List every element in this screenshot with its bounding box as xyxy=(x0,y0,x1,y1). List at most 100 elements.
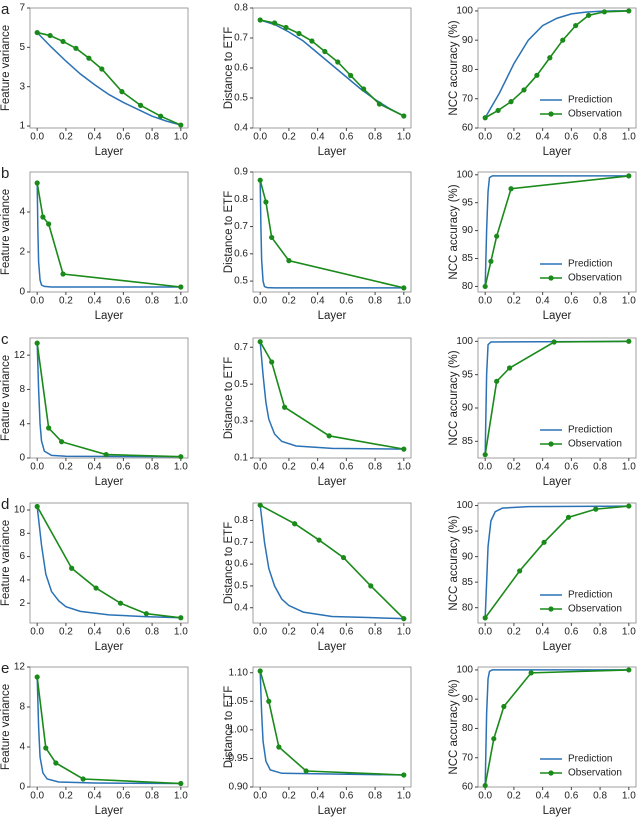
prediction-line xyxy=(36,676,181,785)
observation-point xyxy=(565,514,572,520)
legend-label: Prediction xyxy=(568,590,612,601)
y-tick-label: 70 xyxy=(462,93,474,104)
observation-point xyxy=(283,24,289,31)
observation-point xyxy=(69,565,75,571)
observation-point xyxy=(80,776,86,782)
observation-point xyxy=(626,173,632,179)
observation-point xyxy=(178,122,184,128)
x-tick-label: 0.0 xyxy=(30,296,44,307)
x-tick-label: 1.0 xyxy=(397,462,411,473)
y-tick-label: 0.8 xyxy=(234,515,248,526)
prediction-line xyxy=(259,180,404,289)
observation-point xyxy=(86,55,92,61)
observation-line xyxy=(36,676,181,785)
x-tick-label: 0.0 xyxy=(253,296,267,307)
y-axis-label: NCC accuracy (%) xyxy=(448,679,460,774)
y-axis-label: Feature variance xyxy=(0,520,12,606)
x-tick-label: 0.2 xyxy=(282,791,296,802)
x-tick-label: 0.6 xyxy=(116,791,130,802)
observation-point xyxy=(340,554,347,561)
observation-point xyxy=(541,539,547,545)
observation-point xyxy=(361,86,367,92)
observation-line xyxy=(484,175,629,287)
y-axis-label: Feature variance xyxy=(0,189,12,275)
x-tick-label: 0.0 xyxy=(478,627,492,638)
y-tick-label: 70 xyxy=(462,752,474,763)
x-tick-label: 0.4 xyxy=(536,791,550,802)
x-axis-label: Layer xyxy=(543,146,572,158)
x-axis-label: Layer xyxy=(318,641,347,653)
y-tick-label: 3 xyxy=(19,81,25,92)
x-axis-label: Layer xyxy=(543,476,572,488)
legend-marker xyxy=(548,441,554,447)
observation-point xyxy=(257,177,263,183)
x-tick-label: 0.0 xyxy=(30,627,44,638)
legend-label: Prediction xyxy=(568,425,612,436)
x-tick-label: 0.6 xyxy=(564,462,578,473)
y-tick-label: 80 xyxy=(462,602,474,613)
y-axis-label: Feature variance xyxy=(0,684,12,770)
observation-point xyxy=(143,611,149,617)
plot-frame xyxy=(477,7,637,129)
observation-point xyxy=(573,22,579,29)
y-tick-label: 80 xyxy=(462,64,474,75)
observation-point xyxy=(99,66,105,72)
x-tick-label: 0.0 xyxy=(253,791,267,802)
y-tick-label: 2 xyxy=(19,598,25,609)
prediction-line xyxy=(484,340,629,455)
observation-point xyxy=(560,37,566,43)
y-tick-label: 100 xyxy=(456,336,473,347)
observation-point xyxy=(482,615,488,621)
observation-point xyxy=(482,115,488,121)
x-tick-label: 0.2 xyxy=(59,791,73,802)
x-tick-label: 0.8 xyxy=(368,627,382,638)
observation-point xyxy=(482,283,488,290)
x-tick-label: 0.0 xyxy=(478,791,492,802)
y-tick-label: 80 xyxy=(462,723,474,734)
legend-marker xyxy=(548,275,554,281)
y-tick-label: 100 xyxy=(456,500,473,511)
y-tick-label: 0.5 xyxy=(234,93,248,104)
y-tick-label: 10 xyxy=(14,505,26,516)
y-tick-label: 95 xyxy=(462,369,474,380)
x-tick-label: 0.8 xyxy=(593,462,607,473)
y-tick-label: 0.5 xyxy=(234,581,248,592)
x-axis-label: Layer xyxy=(95,641,124,653)
prediction-line xyxy=(36,182,181,288)
x-tick-label: 0.8 xyxy=(145,296,159,307)
x-tick-label: 0.0 xyxy=(253,627,267,638)
x-tick-label: 1.0 xyxy=(174,132,188,143)
observation-point xyxy=(158,113,164,119)
x-tick-label: 0.2 xyxy=(282,627,296,638)
legend-label: Observation xyxy=(568,273,622,284)
legend-label: Observation xyxy=(568,768,622,779)
y-tick-label: 100 xyxy=(456,6,473,17)
observation-point xyxy=(322,48,328,55)
panel-label: b xyxy=(1,165,9,182)
observation-point xyxy=(316,537,322,543)
observation-point xyxy=(73,45,79,51)
observation-line xyxy=(259,670,404,776)
panel-label: e xyxy=(1,660,9,677)
y-tick-label: 4 xyxy=(19,742,25,753)
x-axis-label: Layer xyxy=(543,641,572,653)
observation-point xyxy=(292,521,298,527)
x-tick-label: 0.4 xyxy=(311,627,325,638)
y-tick-label: 0 xyxy=(19,782,25,793)
x-tick-label: 0.6 xyxy=(339,132,353,143)
x-tick-label: 1.0 xyxy=(622,296,636,307)
x-tick-label: 0.4 xyxy=(536,462,550,473)
y-tick-label: 0.7 xyxy=(234,33,248,44)
observation-point xyxy=(401,113,407,119)
y-tick-label: 0.90 xyxy=(229,782,249,793)
y-tick-label: 0.6 xyxy=(234,559,248,570)
y-tick-label: 0.1 xyxy=(234,453,248,464)
y-tick-label: 0.3 xyxy=(234,416,248,427)
x-axis-label: Layer xyxy=(543,310,572,322)
x-tick-label: 0.4 xyxy=(311,296,325,307)
x-tick-label: 0.4 xyxy=(88,791,102,802)
x-tick-label: 0.2 xyxy=(507,462,521,473)
observation-point xyxy=(494,378,500,384)
y-axis-label: NCC accuracy (%) xyxy=(448,350,460,445)
x-tick-label: 0.0 xyxy=(478,132,492,143)
